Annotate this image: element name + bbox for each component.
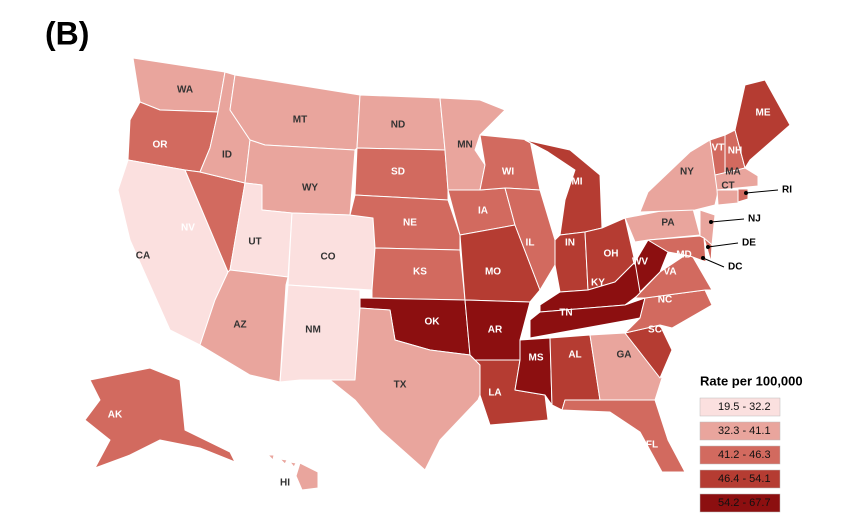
legend-swatch <box>699 493 781 513</box>
legend-swatch <box>699 469 781 489</box>
state-label: RI <box>782 185 792 196</box>
state-label: IL <box>526 238 535 249</box>
leader-line <box>745 189 779 194</box>
legend-label: 54.2 - 67.7 <box>718 497 771 509</box>
state-label: NH <box>728 146 742 157</box>
state-label: VA <box>663 267 676 278</box>
state <box>229 74 361 151</box>
state-label: IN <box>565 238 575 249</box>
state-label: NM <box>305 325 321 336</box>
state-label: AZ <box>233 320 246 331</box>
state-label: NJ <box>748 214 761 225</box>
leader-dot <box>706 245 710 249</box>
state-label: FL <box>646 440 658 451</box>
state-label: OH <box>604 249 619 260</box>
state-label: OK <box>425 317 441 328</box>
state-label: NE <box>403 218 417 229</box>
state-label: PA <box>661 218 674 229</box>
state-label: MA <box>725 167 741 178</box>
state-label: WY <box>302 183 318 194</box>
state-label: ID <box>222 150 232 161</box>
state-label: TX <box>394 380 407 391</box>
leader-line <box>702 257 725 268</box>
state-label: ND <box>391 120 405 131</box>
state <box>354 147 449 201</box>
state-label: GA <box>617 350 632 361</box>
state <box>734 79 791 169</box>
state <box>199 269 289 383</box>
state-label: WI <box>502 167 514 178</box>
state-label: AR <box>488 325 503 336</box>
state <box>459 224 541 303</box>
state-label: MI <box>571 177 582 188</box>
state <box>289 461 297 468</box>
state-label: MN <box>457 140 473 151</box>
state <box>589 332 663 401</box>
state-label: VT <box>712 143 725 154</box>
state <box>634 239 669 293</box>
state-label: AK <box>108 410 123 421</box>
state-label: WV <box>632 257 648 268</box>
state-label: SD <box>391 167 405 178</box>
panel-label: (B) <box>45 15 89 51</box>
state <box>714 167 759 191</box>
state <box>647 235 707 263</box>
state <box>716 189 739 206</box>
state-label: DE <box>742 238 756 249</box>
state-label: MD <box>676 250 692 261</box>
state <box>737 188 749 203</box>
legend-swatch <box>699 397 781 417</box>
states <box>84 57 791 491</box>
state <box>703 237 713 263</box>
state <box>295 462 319 491</box>
state-label: WA <box>177 85 193 96</box>
legend: Rate per 100,000 19.5 - 32.2 32.3 - 41.1 4… <box>699 373 803 513</box>
leader-dot <box>709 220 713 224</box>
state-label: MT <box>293 115 307 126</box>
state-label: ME <box>756 108 771 119</box>
legend-swatch <box>699 445 781 465</box>
leader-dot <box>744 191 748 195</box>
state-label: MS <box>529 353 544 364</box>
state <box>267 454 275 461</box>
state <box>329 307 481 471</box>
state-label: NV <box>181 223 195 234</box>
state-label: MO <box>485 267 501 278</box>
state-label: LA <box>488 388 501 399</box>
state-label: IA <box>478 206 488 217</box>
leader-dot <box>701 256 705 260</box>
legend-title: Rate per 100,000 <box>700 373 803 388</box>
state <box>439 97 506 191</box>
leader-line <box>710 218 745 223</box>
state-label: NC <box>658 295 672 306</box>
leader-line <box>707 242 739 248</box>
legend-swatch <box>699 421 781 441</box>
state-label: CA <box>136 251 150 262</box>
state-label: AL <box>568 350 581 361</box>
state-label: NY <box>680 167 694 178</box>
state-label: UT <box>248 237 261 248</box>
state-labels: WA OR CA NV ID MT WY UT CO AZ NM ND SD NE KS OK TX MN IA MO… <box>108 85 792 489</box>
legend-label: 41.2 - 46.3 <box>718 449 771 461</box>
state <box>84 367 236 469</box>
legend-label: 19.5 - 32.2 <box>718 401 771 413</box>
state <box>639 139 719 213</box>
state <box>561 399 686 473</box>
legend-label: 46.4 - 54.1 <box>718 473 771 485</box>
state-label: KS <box>413 267 427 278</box>
state-label: TN <box>559 308 572 319</box>
state <box>279 458 288 465</box>
legend-label: 32.3 - 41.1 <box>718 425 771 437</box>
state-label: OR <box>153 140 169 151</box>
state-label: SC <box>648 325 662 336</box>
state-label: CT <box>721 181 734 192</box>
state-label: KY <box>591 278 605 289</box>
state-label: CO <box>321 252 336 263</box>
state-label: HI <box>280 478 290 489</box>
state-label: DC <box>728 262 742 273</box>
